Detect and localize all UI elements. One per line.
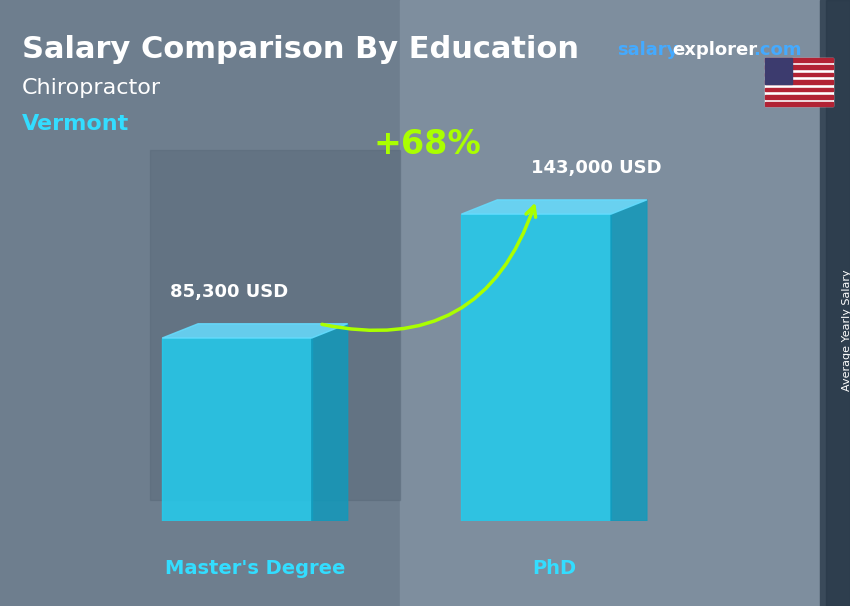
Text: Vermont: Vermont — [22, 114, 129, 134]
Text: +68%: +68% — [374, 128, 482, 161]
Bar — [765, 80, 833, 84]
Text: .com: .com — [753, 41, 802, 59]
FancyArrowPatch shape — [322, 206, 536, 330]
Text: explorer: explorer — [672, 41, 757, 59]
Polygon shape — [312, 324, 348, 521]
Text: 85,300 USD: 85,300 USD — [170, 283, 289, 301]
Text: Average Yearly Salary: Average Yearly Salary — [842, 269, 850, 391]
Bar — [765, 58, 792, 84]
Bar — [820, 0, 850, 606]
Text: 143,000 USD: 143,000 USD — [530, 159, 661, 178]
Text: Chiropractor: Chiropractor — [22, 78, 162, 98]
Polygon shape — [162, 324, 348, 338]
Polygon shape — [611, 200, 647, 521]
Bar — [765, 58, 833, 106]
Bar — [0, 0, 400, 606]
Bar — [400, 0, 850, 606]
Text: Salary Comparison By Education: Salary Comparison By Education — [22, 36, 579, 64]
Bar — [765, 95, 833, 99]
Bar — [765, 73, 833, 76]
Bar — [162, 338, 312, 521]
Text: Master's Degree: Master's Degree — [165, 559, 345, 578]
Bar — [765, 58, 833, 62]
Bar — [765, 65, 833, 69]
Bar — [826, 0, 850, 606]
Polygon shape — [462, 200, 647, 214]
Text: salary: salary — [617, 41, 678, 59]
Text: PhD: PhD — [532, 559, 576, 578]
Bar — [765, 102, 833, 106]
Bar — [765, 87, 833, 92]
Bar — [462, 214, 611, 521]
Bar — [150, 150, 400, 500]
